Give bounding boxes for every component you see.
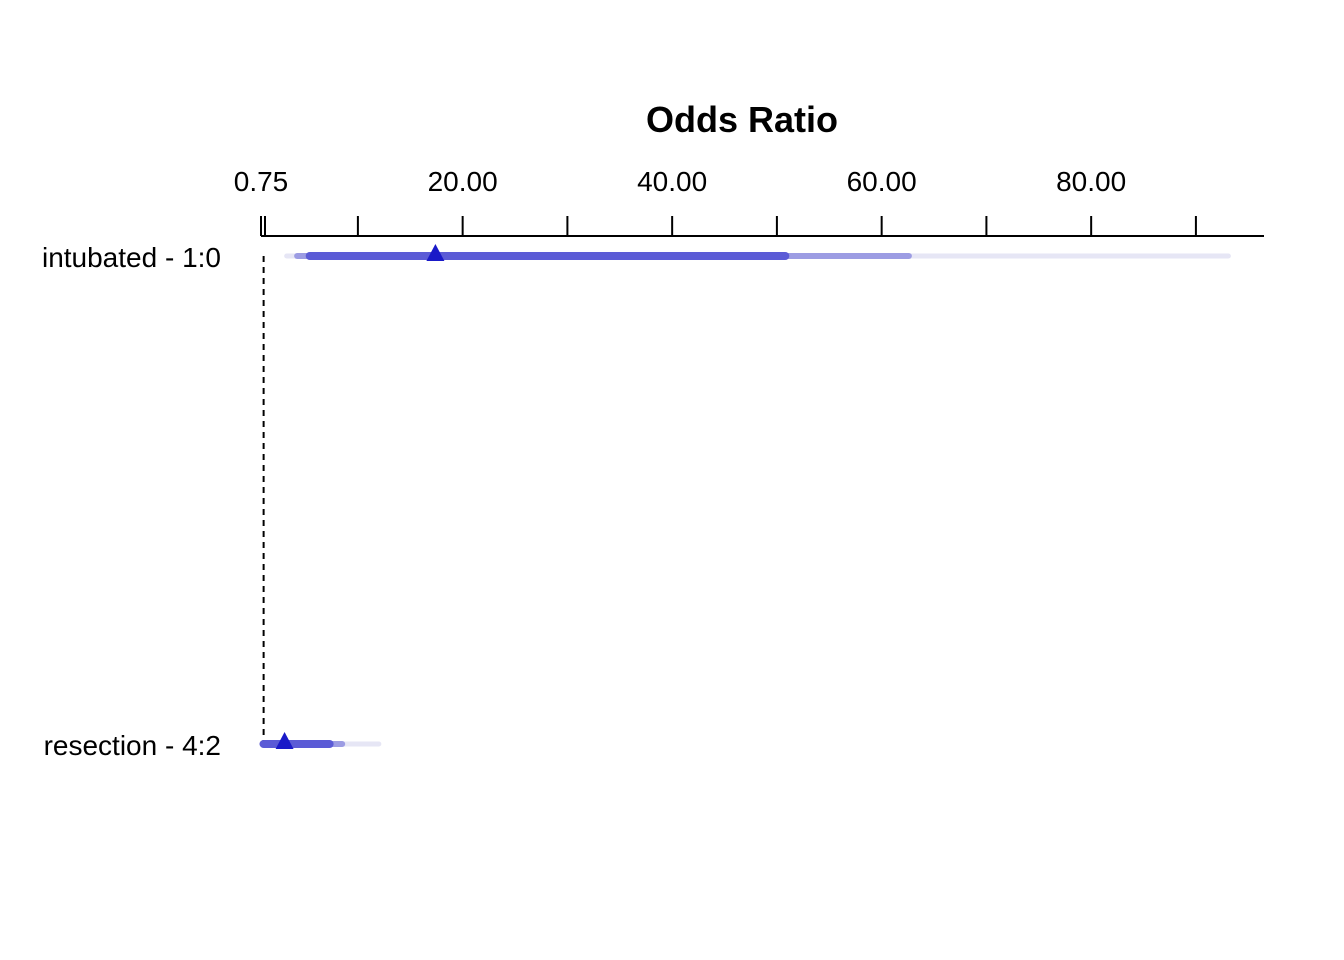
chart-title: Odds Ratio [646,99,838,140]
x-tick-label: 40.00 [637,166,707,197]
x-axis: 0.75 20.00 40.00 60.00 80.00 [234,166,1264,237]
row-label: intubated - 1:0 [42,242,221,273]
x-tick-label: 80.00 [1056,166,1126,197]
row-1: resection - 4:2 [44,730,382,761]
x-tick-label: 0.75 [234,166,289,197]
point-estimate-marker [426,244,445,261]
x-tick-label: 60.00 [847,166,917,197]
point-estimate-marker [275,732,294,749]
row-label: resection - 4:2 [44,730,221,761]
row-0: intubated - 1:0 [42,242,1231,273]
x-tick-label: 20.00 [428,166,498,197]
rows-group: intubated - 1:0 resection - 4:2 [42,242,1231,761]
